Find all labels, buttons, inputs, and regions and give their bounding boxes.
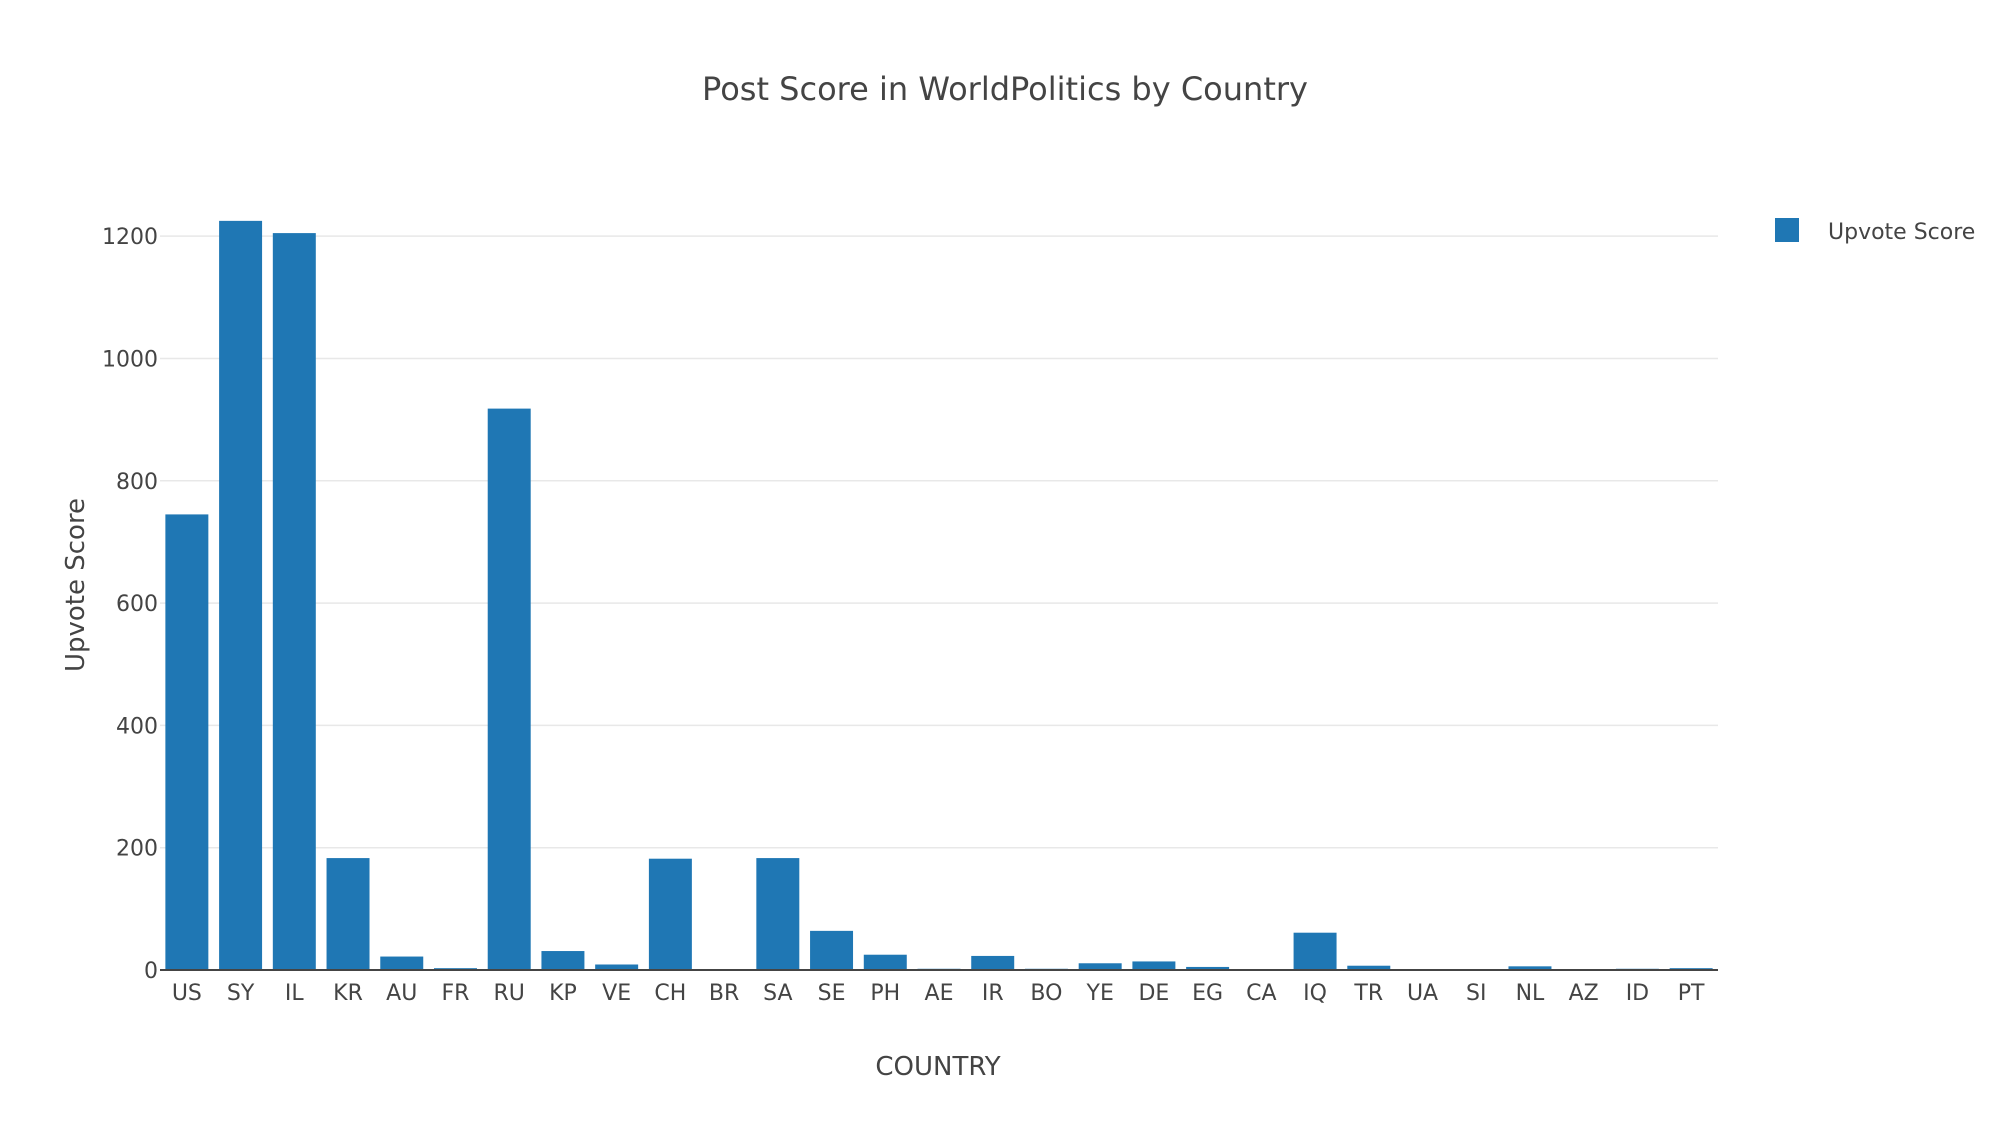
x-tick-label: US: [172, 981, 202, 1006]
x-axis-ticks: US SY IL KR AU FR RU KP VE CH BR SA SE PH AE IR BO YE DE EG…: [172, 981, 1705, 1006]
legend-label: Upvote Score: [1828, 220, 1975, 245]
x-tick-label: PH: [870, 981, 900, 1006]
x-tick-label: AE: [925, 981, 954, 1006]
x-tick-label: PT: [1678, 981, 1705, 1006]
gridlines: [160, 235, 1718, 849]
x-tick-label: CA: [1246, 981, 1276, 1006]
x-tick-label: YE: [1086, 981, 1114, 1006]
bar-ph[interactable]: [863, 954, 907, 970]
bar-nl[interactable]: [1508, 966, 1552, 970]
legend-swatch: [1775, 218, 1799, 242]
x-tick-label: IL: [285, 981, 304, 1006]
y-axis-title: Upvote Score: [61, 498, 91, 672]
x-tick-label: AU: [386, 981, 417, 1006]
x-tick-label: IQ: [1303, 981, 1327, 1006]
bar-ye[interactable]: [1078, 963, 1122, 970]
y-tick-label: 400: [116, 714, 158, 739]
bars: [165, 220, 1713, 971]
bar-ir[interactable]: [971, 955, 1015, 970]
chart-title: Post Score in WorldPolitics by Country: [702, 70, 1308, 108]
y-tick-label: 600: [116, 592, 158, 617]
x-tick-label: FR: [442, 981, 470, 1006]
bar-tr[interactable]: [1347, 965, 1391, 970]
bar-kp[interactable]: [541, 951, 585, 970]
x-tick-label: EG: [1192, 981, 1223, 1006]
y-axis-ticks: 0 200 400 600 800 1000 1200: [102, 225, 158, 984]
x-tick-label: KP: [549, 981, 577, 1006]
y-tick-label: 1000: [102, 347, 158, 372]
bar-us[interactable]: [165, 514, 209, 970]
x-tick-label: BR: [709, 981, 739, 1006]
x-tick-label: SI: [1466, 981, 1486, 1006]
x-tick-label: DE: [1138, 981, 1169, 1006]
x-tick-label: BO: [1030, 981, 1062, 1006]
x-tick-label: SA: [763, 981, 792, 1006]
y-tick-label: 1200: [102, 225, 158, 250]
bar-ch[interactable]: [648, 858, 692, 970]
legend[interactable]: Upvote Score: [1775, 218, 1975, 245]
bar-au[interactable]: [380, 956, 424, 970]
y-tick-label: 0: [144, 959, 158, 984]
bar-sy[interactable]: [219, 220, 263, 971]
x-tick-label: TR: [1353, 981, 1383, 1006]
bar-ve[interactable]: [595, 964, 639, 970]
x-axis-title: COUNTRY: [875, 1052, 1000, 1082]
x-tick-label: CH: [654, 981, 686, 1006]
bar-se[interactable]: [810, 930, 854, 970]
bar-eg[interactable]: [1186, 966, 1230, 970]
x-tick-label: KR: [333, 981, 363, 1006]
x-tick-label: UA: [1407, 981, 1438, 1006]
bar-kr[interactable]: [326, 858, 370, 970]
x-tick-label: VE: [602, 981, 631, 1006]
x-tick-label: NL: [1516, 981, 1545, 1006]
bar-ru[interactable]: [487, 408, 531, 971]
y-tick-label: 800: [116, 470, 158, 495]
bar-sa[interactable]: [756, 858, 800, 970]
y-tick-label: 200: [116, 837, 158, 862]
bar-il[interactable]: [272, 233, 316, 970]
bar-de[interactable]: [1132, 961, 1176, 970]
x-tick-label: AZ: [1569, 981, 1599, 1006]
x-tick-label: IR: [982, 981, 1004, 1006]
x-tick-label: ID: [1626, 981, 1649, 1006]
x-tick-label: SE: [818, 981, 846, 1006]
x-tick-label: SY: [227, 981, 255, 1006]
bar-iq[interactable]: [1293, 932, 1337, 970]
x-tick-label: RU: [494, 981, 525, 1006]
